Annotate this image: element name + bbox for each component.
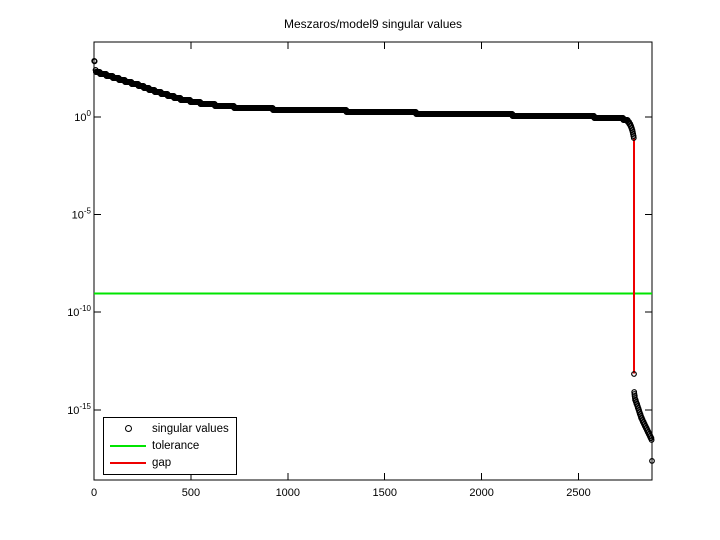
y-tick-label: 10-15 bbox=[67, 402, 91, 417]
y-tick-label: 10-10 bbox=[67, 304, 91, 319]
legend-box: singular values tolerance gap bbox=[103, 417, 237, 475]
x-tick-label: 2000 bbox=[469, 487, 493, 499]
y-tick-label: 10-5 bbox=[72, 207, 92, 222]
singular-values-scatter bbox=[91, 58, 655, 464]
legend-marker-cell bbox=[110, 425, 146, 433]
x-tick-label: 1500 bbox=[372, 487, 396, 499]
x-tick-label: 1000 bbox=[276, 487, 300, 499]
x-tick-label: 2500 bbox=[566, 487, 590, 499]
gap-line-icon bbox=[110, 462, 146, 465]
legend-item-gap: gap bbox=[104, 455, 236, 472]
legend-marker-cell bbox=[110, 462, 146, 465]
chart-title: Meszaros/model9 singular values bbox=[283, 17, 463, 31]
legend-label-gap: gap bbox=[152, 457, 172, 470]
legend-marker-cell bbox=[110, 444, 146, 447]
axis-ticks bbox=[93, 42, 652, 480]
circle-marker-icon bbox=[124, 425, 132, 433]
legend-item-singular-values: singular values bbox=[104, 420, 236, 437]
y-tick-label: 100 bbox=[74, 109, 91, 124]
legend-label-tolerance: tolerance bbox=[152, 439, 200, 452]
plot-frame bbox=[93, 41, 653, 481]
legend-label-singular-values: singular values bbox=[152, 422, 229, 435]
legend-item-tolerance: tolerance bbox=[104, 437, 236, 454]
x-tick-label: 500 bbox=[182, 487, 200, 499]
tolerance-line-icon bbox=[110, 444, 146, 447]
x-tick-label: 0 bbox=[91, 487, 97, 499]
axis-tick-labels: 0 500 1000 1500 2000 2500 100 10-5 10-10 10-15 bbox=[67, 109, 591, 499]
